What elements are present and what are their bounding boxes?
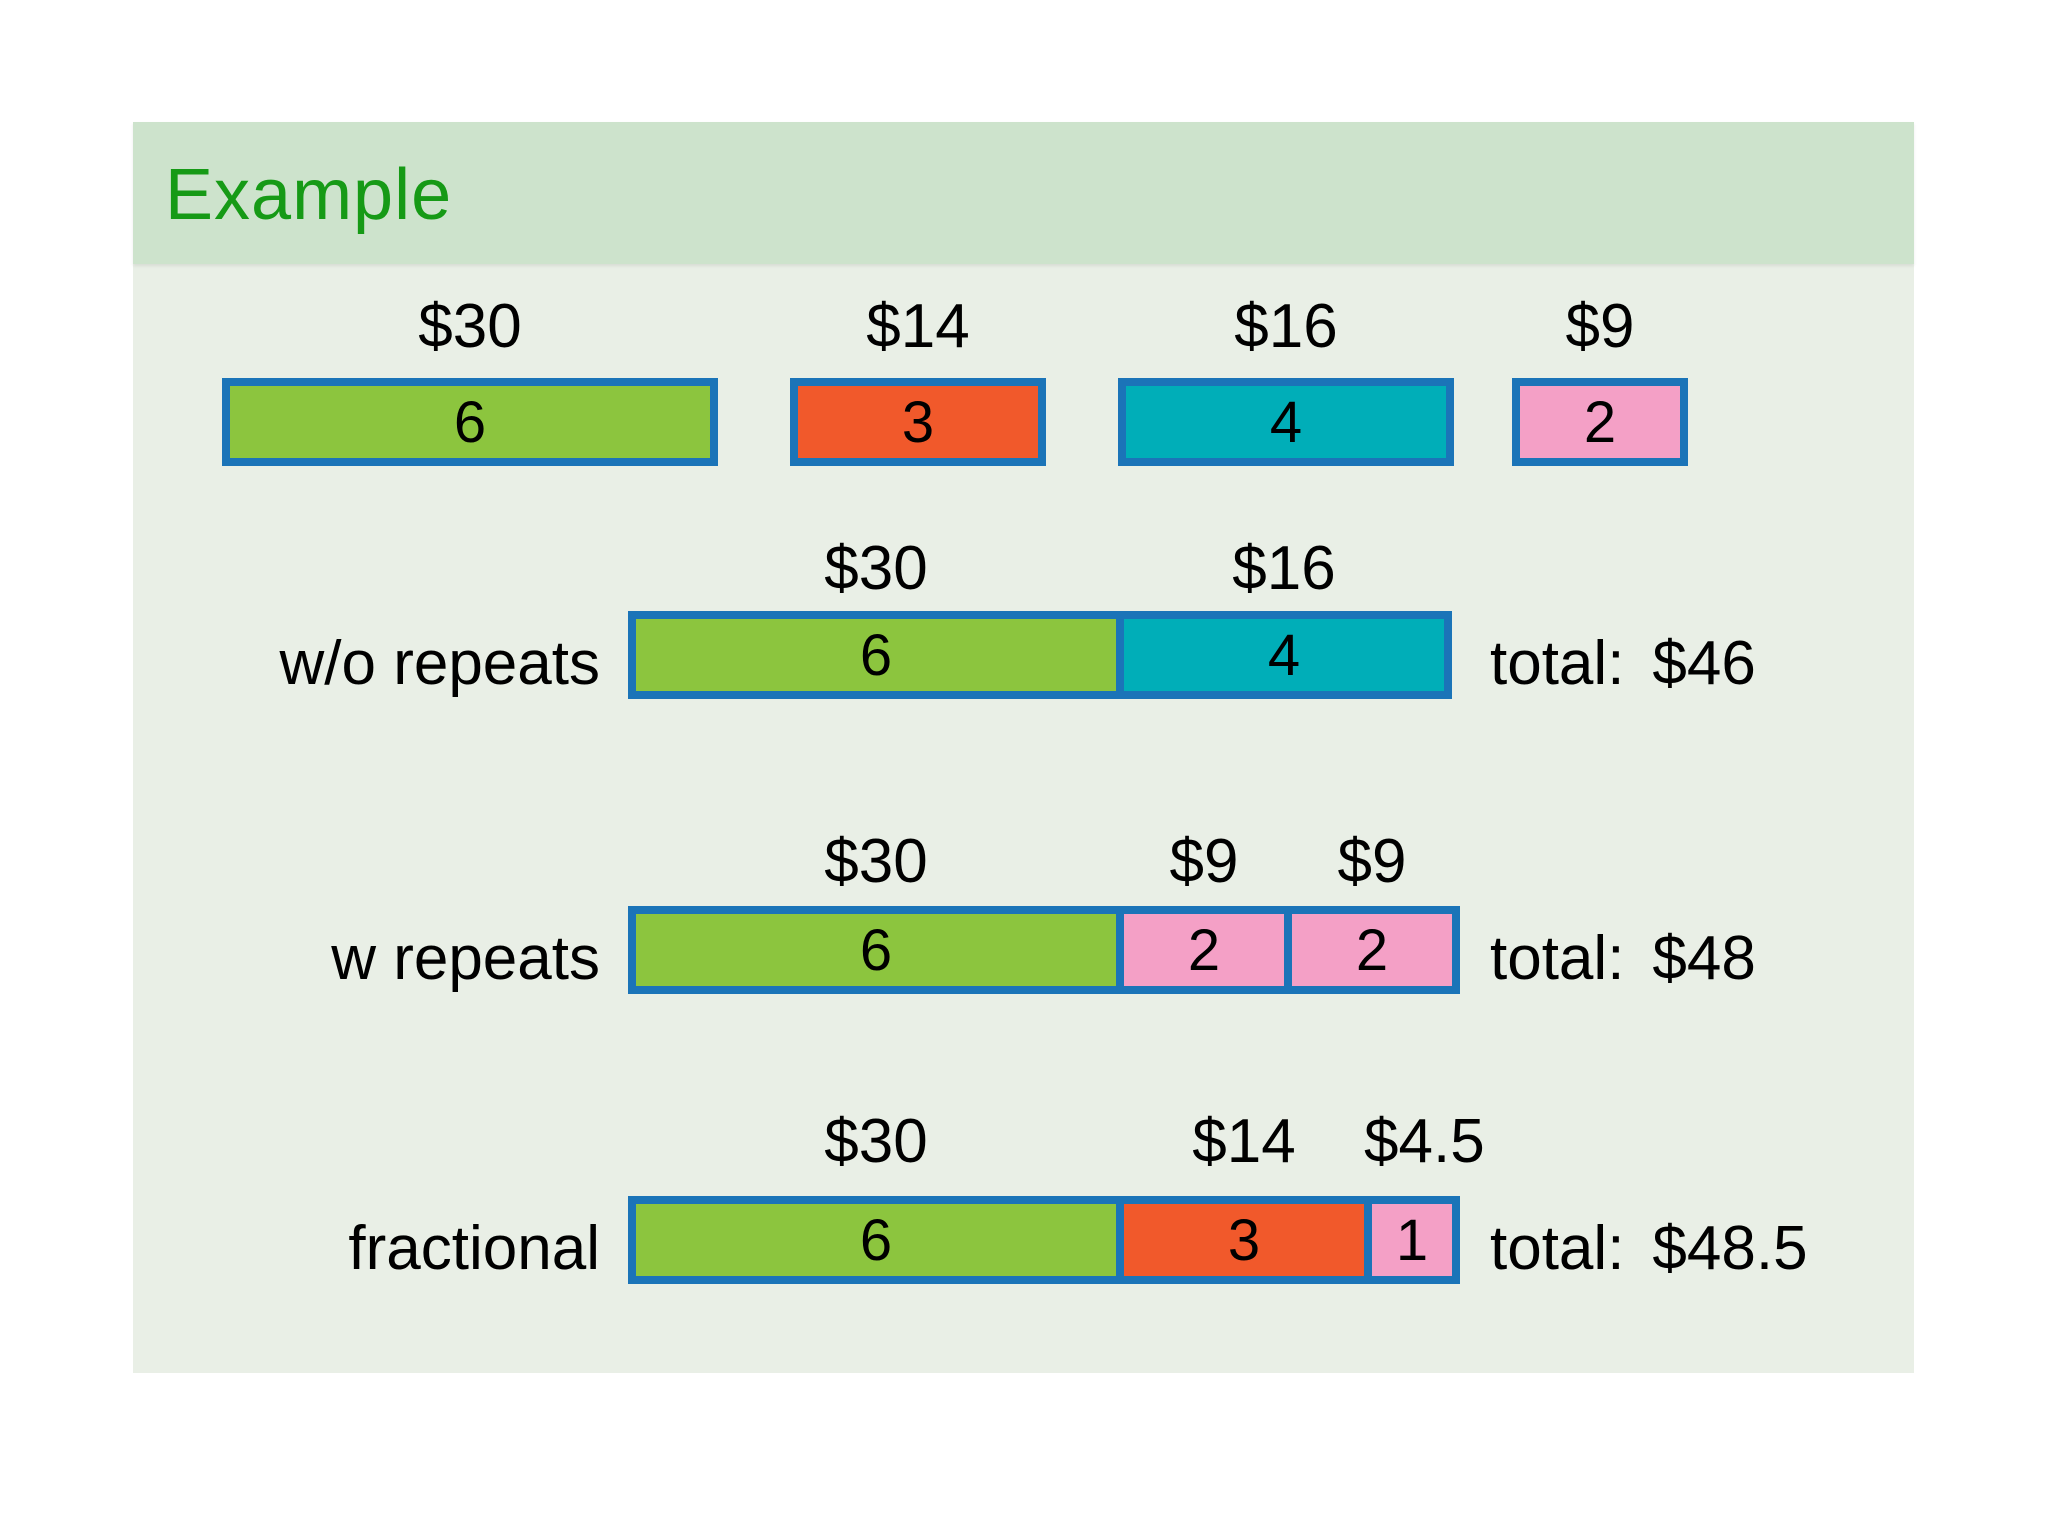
weight-value: 4 bbox=[1267, 622, 1301, 688]
panel-header: Example bbox=[133, 122, 1914, 264]
solution-bar: 6 3 1 bbox=[628, 1196, 1460, 1284]
bar-segment: 6 bbox=[628, 611, 1124, 699]
weight-value: 6 bbox=[859, 1207, 893, 1273]
segment-price-label: $30 bbox=[824, 827, 928, 896]
item-column: $14 3 bbox=[790, 288, 1046, 466]
item-weight-box: 4 bbox=[1118, 378, 1454, 466]
segment-price-label: $9 bbox=[1169, 827, 1239, 896]
item-price-label: $30 bbox=[418, 292, 522, 361]
weight-value: 6 bbox=[859, 622, 893, 688]
total-label: total: bbox=[1490, 1214, 1625, 1283]
weight-value: 6 bbox=[859, 917, 893, 983]
item-weight-box: 2 bbox=[1512, 378, 1688, 466]
total-value: $46 bbox=[1652, 629, 1756, 698]
bar-segment: 6 bbox=[628, 1196, 1124, 1284]
segment-price-label: $30 bbox=[824, 534, 928, 603]
weight-value: 3 bbox=[901, 389, 935, 455]
solution-total: total: $48 bbox=[1490, 920, 1756, 998]
solution-bar: 6 4 bbox=[628, 611, 1452, 699]
total-value: $48 bbox=[1652, 924, 1756, 993]
weight-value: 2 bbox=[1187, 917, 1221, 983]
total-value: $48.5 bbox=[1652, 1214, 1808, 1283]
item-price-label: $16 bbox=[1234, 292, 1338, 361]
item-column: $30 6 bbox=[222, 288, 718, 466]
bar-segment: 1 bbox=[1364, 1196, 1460, 1284]
solution-label: w/o repeats bbox=[279, 629, 600, 698]
segment-price-label: $30 bbox=[824, 1107, 928, 1176]
segment-price-label: $4.5 bbox=[1364, 1107, 1485, 1176]
segment-price-label: $14 bbox=[1192, 1107, 1296, 1176]
weight-value: 3 bbox=[1227, 1207, 1261, 1273]
solution-label: fractional bbox=[348, 1214, 600, 1283]
weight-value: 6 bbox=[453, 389, 487, 455]
solution-label: w repeats bbox=[331, 924, 600, 993]
solution-prices: $30 $9 $9 bbox=[628, 823, 1460, 901]
solution-total: total: $48.5 bbox=[1490, 1210, 1808, 1288]
solution-total: total: $46 bbox=[1490, 625, 1756, 703]
total-label: total: bbox=[1490, 629, 1625, 698]
panel-title: Example bbox=[165, 155, 453, 235]
item-weight-box: 3 bbox=[790, 378, 1046, 466]
item-column: $9 2 bbox=[1512, 288, 1688, 466]
solution-bar: 6 2 2 bbox=[628, 906, 1460, 994]
example-panel: Example $30 6 $14 3 $16 4 $9 2 bbox=[133, 122, 1914, 1373]
total-label: total: bbox=[1490, 924, 1625, 993]
item-price-label: $14 bbox=[866, 292, 970, 361]
weight-value: 2 bbox=[1583, 389, 1617, 455]
bar-segment: 2 bbox=[1284, 906, 1460, 994]
solution-prices: $30 $16 bbox=[628, 530, 1452, 608]
weight-value: 4 bbox=[1269, 389, 1303, 455]
item-column: $16 4 bbox=[1118, 288, 1454, 466]
weight-value: 1 bbox=[1395, 1207, 1429, 1273]
bar-segment: 2 bbox=[1116, 906, 1292, 994]
item-weight-box: 6 bbox=[222, 378, 718, 466]
item-price-label: $9 bbox=[1565, 292, 1635, 361]
segment-price-label: $9 bbox=[1337, 827, 1407, 896]
bar-segment: 4 bbox=[1116, 611, 1452, 699]
solution-prices: $30 $14 $4.5 bbox=[628, 1103, 1485, 1181]
segment-price-label: $16 bbox=[1232, 534, 1336, 603]
bar-segment: 6 bbox=[628, 906, 1124, 994]
weight-value: 2 bbox=[1355, 917, 1389, 983]
bar-segment: 3 bbox=[1116, 1196, 1372, 1284]
